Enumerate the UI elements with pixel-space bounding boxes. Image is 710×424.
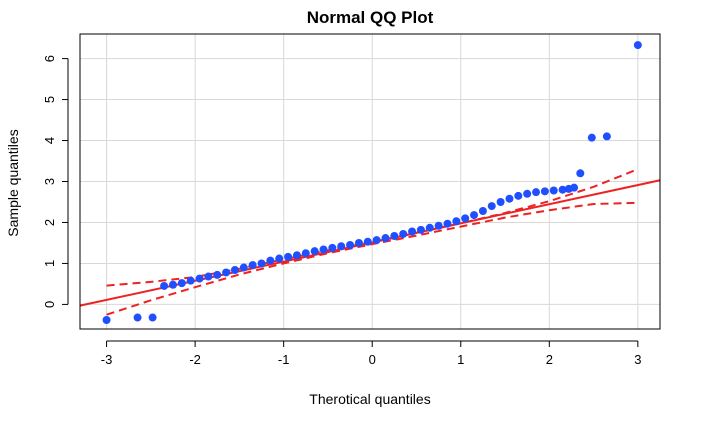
data-point	[301, 249, 310, 258]
data-point	[390, 231, 399, 240]
data-point	[160, 281, 169, 290]
data-point	[310, 247, 319, 256]
x-tick-label: -1	[278, 352, 290, 367]
data-point	[213, 270, 222, 279]
y-tick-label: 6	[42, 55, 57, 62]
data-point	[443, 219, 452, 228]
data-point	[558, 185, 567, 194]
y-tick-label: 5	[42, 96, 57, 103]
data-point	[354, 238, 363, 247]
data-point	[434, 221, 443, 230]
x-tick-label: 0	[369, 352, 376, 367]
data-point	[416, 225, 425, 234]
data-point	[186, 276, 195, 285]
data-point	[470, 211, 479, 220]
data-point	[381, 234, 390, 243]
y-tick-label: 2	[42, 219, 57, 226]
x-axis: -3 -2 -1 0 1 2 3	[101, 340, 641, 367]
data-point	[576, 169, 585, 178]
data-point	[408, 227, 417, 236]
y-tick-label: 4	[42, 137, 57, 144]
data-point	[248, 261, 257, 270]
data-point	[168, 280, 177, 289]
data-point	[461, 214, 470, 223]
data-point	[549, 186, 558, 195]
x-tick-label: -2	[189, 352, 201, 367]
data-point	[328, 243, 337, 252]
data-point	[133, 313, 142, 322]
data-point	[372, 236, 381, 245]
data-point	[425, 223, 434, 232]
data-points	[102, 41, 642, 324]
data-point	[523, 189, 532, 198]
x-tick-label: 2	[546, 352, 553, 367]
data-point	[496, 197, 505, 206]
data-point	[102, 315, 111, 324]
x-tick-label: 1	[457, 352, 464, 367]
data-point	[399, 229, 408, 238]
x-tick-label: 3	[634, 352, 641, 367]
x-axis-label: Therotical quantiles	[309, 391, 430, 407]
data-point	[602, 132, 611, 141]
data-point	[570, 183, 579, 192]
data-point	[319, 245, 328, 254]
lower-envelope	[106, 201, 638, 316]
data-point	[275, 254, 284, 263]
data-point	[257, 259, 266, 268]
data-point	[346, 241, 355, 250]
data-point	[487, 202, 496, 211]
y-tick-label: 0	[42, 301, 57, 308]
data-point	[177, 279, 186, 288]
y-tick-label: 3	[42, 178, 57, 185]
y-tick-label: 1	[42, 260, 57, 267]
data-point	[204, 272, 213, 281]
data-point	[222, 268, 231, 277]
y-axis-label: Sample quantiles	[5, 129, 21, 236]
data-point	[148, 313, 157, 322]
confidence-envelopes	[106, 168, 639, 316]
data-point	[514, 191, 523, 200]
data-point	[230, 266, 239, 274]
x-tick-label: -3	[101, 352, 113, 367]
data-point	[266, 256, 275, 265]
data-point	[337, 242, 346, 251]
data-point	[540, 187, 549, 196]
data-point	[195, 274, 204, 283]
data-point	[478, 207, 487, 215]
grid-lines	[80, 34, 660, 329]
data-point	[505, 194, 514, 203]
data-point	[239, 263, 248, 272]
data-point	[363, 237, 372, 246]
data-point	[532, 188, 541, 197]
data-point	[452, 217, 461, 226]
data-point	[633, 41, 642, 50]
y-axis: 0 1 2 3 4 5 6	[42, 55, 69, 308]
plot-frame	[79, 33, 661, 330]
data-point	[292, 251, 301, 260]
chart-title: Normal QQ Plot	[307, 8, 434, 27]
data-point	[587, 133, 596, 142]
data-point	[284, 252, 293, 261]
